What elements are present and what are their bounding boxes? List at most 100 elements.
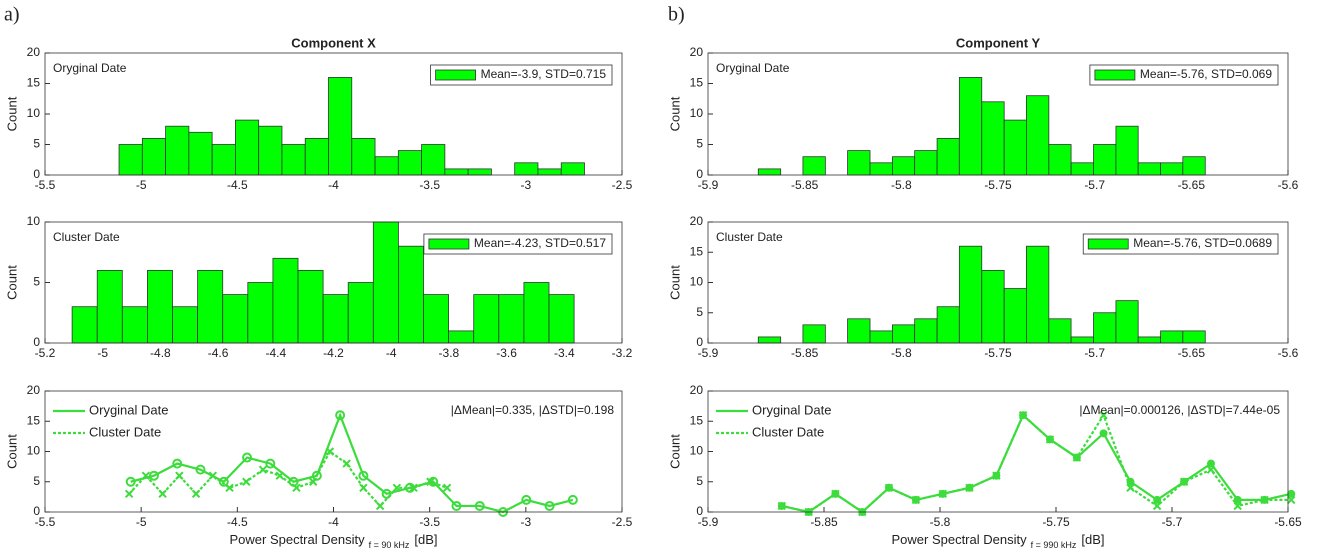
histogram-bar [188, 131, 213, 176]
histogram-bar [423, 294, 450, 344]
y-axis-label: Count [667, 96, 682, 131]
x-tick-label: -3 [520, 515, 531, 529]
histogram-bar [958, 245, 983, 344]
annotation: |ΔMean|=0.335, |ΔSTD|=0.198 [451, 403, 615, 417]
y-tick-label: 20 [690, 214, 704, 228]
histogram-bar [421, 144, 446, 176]
x-tick-label: -3.5 [419, 178, 440, 192]
marker [335, 410, 346, 421]
x-tick-label: -5 [97, 346, 108, 360]
marker [1233, 501, 1242, 511]
panel-label: b) [668, 4, 685, 26]
x-tick-label: -5.9 [698, 346, 719, 360]
histogram-bar [869, 162, 893, 176]
x-tick-label: -5.7 [1084, 346, 1105, 360]
x-tick-label: -3.4 [554, 346, 575, 360]
marker [1099, 429, 1108, 438]
axes: 0 5 10 15 20 -5.9 -5.85 -5.8 -5.75 -5.7 -5.65 -5.6 C… [667, 214, 1298, 360]
marker [474, 500, 485, 511]
histogram-bar [397, 150, 422, 176]
y-tick-label: 5 [33, 474, 40, 488]
legend: Mean=-4.23, STD=0.517 [423, 233, 613, 255]
y-tick-label: 15 [27, 76, 41, 90]
marker [1287, 489, 1296, 498]
marker [938, 489, 947, 499]
histogram-bar [1003, 119, 1027, 176]
x-axis-label-subscript: f = 990 kHz [1031, 540, 1077, 550]
histogram-bar [222, 294, 249, 344]
legend-label: Mean=-5.76, STD=0.069 [1140, 67, 1272, 81]
histogram-bar [121, 306, 148, 344]
x-axis-label: Power Spectral Density f = 90 kHz [dB] [229, 532, 437, 550]
x-tick-label: -5.75 [1042, 515, 1070, 529]
axes-frame [707, 52, 1289, 176]
y-tick-label: 5 [696, 474, 703, 488]
x-tick-label: -5.8 [930, 515, 951, 529]
y-axis-label: Count [4, 96, 19, 131]
marker [124, 489, 134, 499]
marker [225, 483, 234, 493]
legend-label: Mean=-3.9, STD=0.715 [481, 67, 607, 81]
marker [1099, 410, 1108, 420]
histogram-bar [197, 269, 224, 344]
x-tick-label: -5.9 [698, 178, 719, 192]
histogram-bar [1070, 162, 1094, 176]
marker [191, 489, 201, 499]
x-tick-label: -5.9 [698, 515, 719, 529]
x-tick-label: -4 [386, 346, 397, 360]
plot-area [708, 391, 1288, 512]
y-axis-label: Count [4, 434, 19, 469]
y-tick-label: 10 [27, 214, 41, 228]
marker [311, 470, 322, 481]
histogram-bar [936, 137, 960, 176]
histogram-bar [1026, 245, 1050, 344]
annotation: Oryginal Date [53, 61, 127, 75]
marker [992, 471, 1001, 480]
x-axis-label: Power Spectral Density f = 990 kHz [dB] [891, 532, 1104, 550]
histogram-bar [235, 119, 260, 176]
x-tick-label: -3.6 [496, 346, 517, 360]
y-tick-label: 15 [690, 413, 704, 427]
histogram-bar [869, 330, 893, 344]
x-tick-label: -5.65 [1274, 515, 1302, 529]
marker [426, 477, 435, 486]
marker [831, 489, 840, 499]
x-tick-label: -5.2 [35, 346, 56, 360]
marker [1072, 453, 1082, 462]
x-axis-label-unit: [dB] [414, 532, 437, 547]
histogram-bar [914, 318, 938, 344]
x-axis-label-unit: [dB] [1081, 532, 1104, 547]
annotation: Oryginal Date [716, 61, 790, 75]
histogram-bar [1093, 312, 1117, 344]
y-axis-label: Count [667, 434, 682, 469]
histogram-bar [1048, 144, 1072, 176]
axes-frame [44, 52, 623, 176]
y-tick-label: 10 [690, 106, 704, 120]
legend-label: Cluster Date [89, 424, 161, 439]
histogram-bar [473, 294, 500, 344]
histogram-bar [96, 269, 123, 344]
histogram-bar [272, 257, 299, 344]
legend-swatch [428, 238, 470, 250]
y-tick-label: 5 [33, 275, 40, 289]
marker [208, 471, 218, 480]
histogram-bar [347, 282, 374, 344]
x-tick-label: -4.4 [265, 346, 286, 360]
marker [172, 458, 183, 469]
x-tick-label: -3.5 [419, 515, 440, 529]
legend-label: Mean=-4.23, STD=0.517 [474, 236, 606, 250]
marker [1179, 477, 1189, 486]
histogram-bar [1182, 156, 1206, 176]
axes: 0 5 10 15 20 -5.9 -5.85 -5.8 -5.75 -5.7 -5.65 Count… [667, 383, 1302, 550]
histogram-bar [1137, 162, 1161, 176]
marker [1153, 495, 1162, 504]
histogram-bar [448, 330, 475, 344]
histogram-bar [914, 150, 938, 176]
marker [1260, 495, 1269, 505]
x-tick-label: -5.5 [35, 515, 56, 529]
axes-frame [44, 221, 623, 344]
histogram-bar [958, 77, 983, 176]
x-tick-label: -5.75 [984, 346, 1012, 360]
histogram-bar [1115, 300, 1139, 344]
marker [544, 500, 555, 511]
